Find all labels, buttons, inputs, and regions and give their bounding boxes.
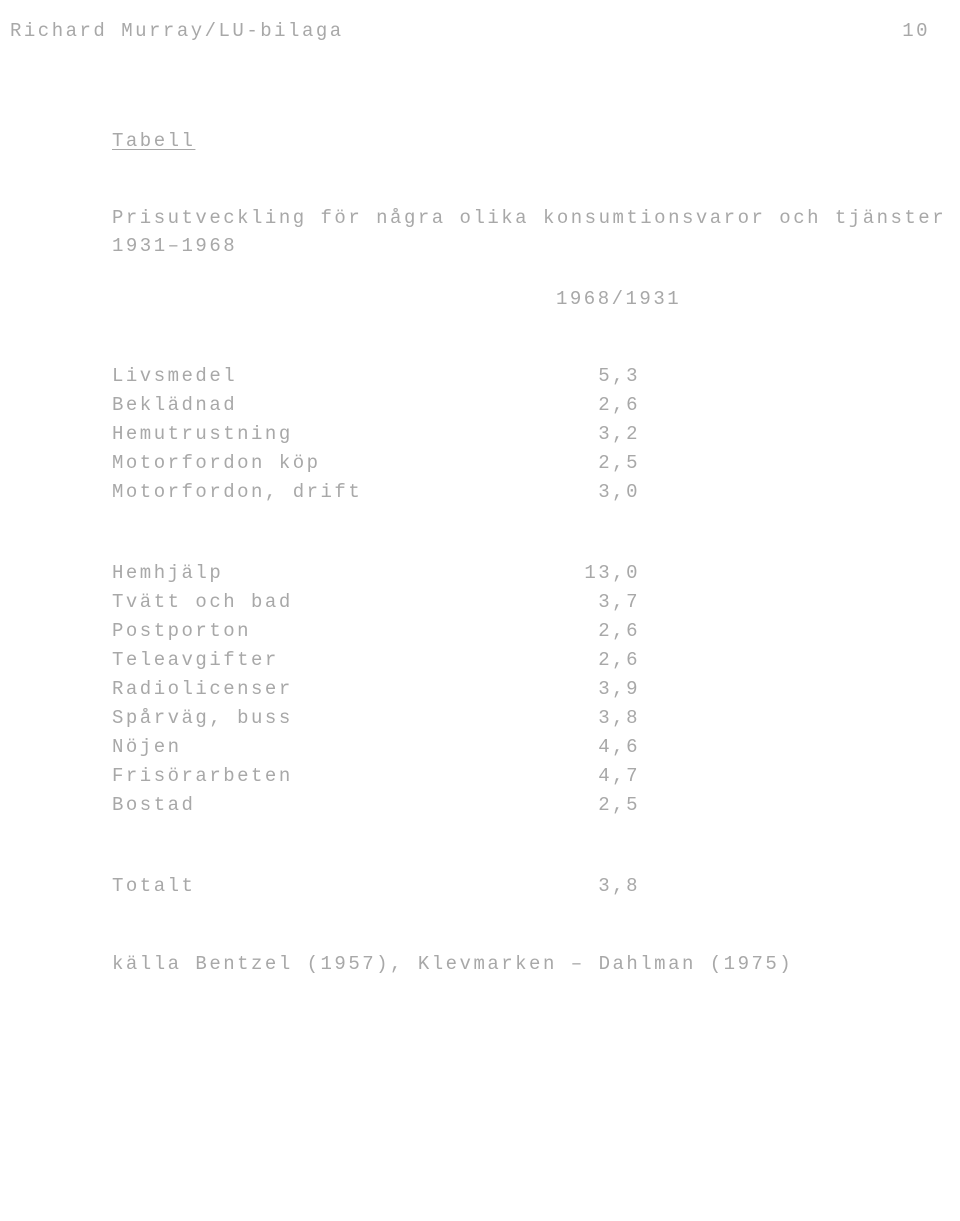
row-label: Radiolicenser — [112, 675, 550, 704]
total-value: 3,8 — [550, 872, 640, 901]
row-label: Bostad — [112, 791, 550, 820]
table-row: Beklädnad 2,6 — [112, 391, 950, 420]
row-label: Hemhjälp — [112, 559, 550, 588]
row-label: Postporton — [112, 617, 550, 646]
table-row: Tvätt och bad 3,7 — [112, 588, 950, 617]
row-value: 3,2 — [550, 420, 640, 449]
table-row: Teleavgifter 2,6 — [112, 646, 950, 675]
row-label: Motorfordon, drift — [112, 478, 550, 507]
source-citation: källa Bentzel (1957), Klevmarken – Dahlm… — [112, 953, 950, 975]
row-label: Nöjen — [112, 733, 550, 762]
table-row: Postporton 2,6 — [112, 617, 950, 646]
row-label: Livsmedel — [112, 362, 550, 391]
row-value: 13,0 — [550, 559, 640, 588]
table-row: Motorfordon köp 2,5 — [112, 449, 950, 478]
row-value: 2,6 — [550, 617, 640, 646]
data-group-1: Livsmedel 5,3 Beklädnad 2,6 Hemutrustnin… — [112, 362, 950, 507]
row-label: Spårväg, buss — [112, 704, 550, 733]
row-label: Frisörarbeten — [112, 762, 550, 791]
row-value: 4,6 — [550, 733, 640, 762]
row-label: Beklädnad — [112, 391, 550, 420]
data-group-2: Hemhjälp 13,0 Tvätt och bad 3,7 Postport… — [112, 559, 950, 820]
table-caption-line2: 1931–1968 — [112, 232, 950, 260]
table-caption-line1: Prisutveckling för några olika konsumtio… — [112, 204, 950, 232]
row-value: 3,7 — [550, 588, 640, 617]
row-value: 2,5 — [550, 449, 640, 478]
table-row: Motorfordon, drift 3,0 — [112, 478, 950, 507]
table-row: Nöjen 4,6 — [112, 733, 950, 762]
table-row: Hemhjälp 13,0 — [112, 559, 950, 588]
table-heading: Tabell — [112, 130, 950, 152]
row-label: Hemutrustning — [112, 420, 550, 449]
total-label: Totalt — [112, 872, 550, 901]
header-title: Richard Murray/LU-bilaga — [10, 20, 344, 42]
row-value: 4,7 — [550, 762, 640, 791]
row-value: 3,8 — [550, 704, 640, 733]
row-value: 3,0 — [550, 478, 640, 507]
table-row: Frisörarbeten 4,7 — [112, 762, 950, 791]
total-row: Totalt 3,8 — [112, 872, 950, 901]
row-value: 2,6 — [550, 646, 640, 675]
row-value: 2,6 — [550, 391, 640, 420]
table-row: Hemutrustning 3,2 — [112, 420, 950, 449]
table-row: Radiolicenser 3,9 — [112, 675, 950, 704]
row-label: Tvätt och bad — [112, 588, 550, 617]
table-row: Bostad 2,5 — [112, 791, 950, 820]
row-value: 5,3 — [550, 362, 640, 391]
row-value: 3,9 — [550, 675, 640, 704]
column-header-year: 1968/1931 — [112, 288, 950, 310]
row-label: Teleavgifter — [112, 646, 550, 675]
table-row: Spårväg, buss 3,8 — [112, 704, 950, 733]
page-number: 10 — [902, 20, 930, 42]
table-row: Livsmedel 5,3 — [112, 362, 950, 391]
row-label: Motorfordon köp — [112, 449, 550, 478]
row-value: 2,5 — [550, 791, 640, 820]
